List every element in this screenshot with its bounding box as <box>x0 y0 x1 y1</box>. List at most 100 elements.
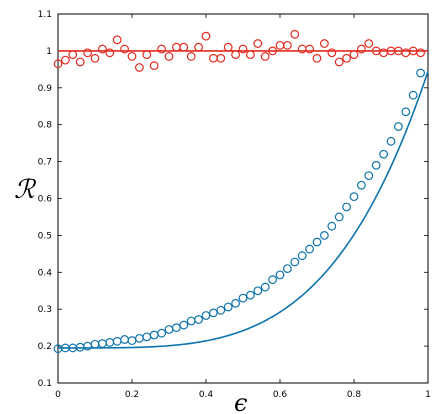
series-red-point <box>223 42 233 52</box>
series-red-point <box>127 52 137 61</box>
series-blue-point <box>342 202 352 212</box>
y-tick-label: 0.1 <box>38 379 52 389</box>
series-blue-point <box>134 333 144 343</box>
series-blue-point <box>283 264 292 274</box>
series-blue-point <box>401 107 411 117</box>
x-tick-label: 0.2 <box>125 390 139 400</box>
series-red-point <box>231 50 241 59</box>
series-blue-point <box>216 305 226 315</box>
series-red-point <box>157 44 167 54</box>
series-red-point <box>283 40 292 50</box>
series-blue-point <box>408 90 418 100</box>
series-red-point <box>357 44 366 54</box>
series-red-point <box>245 50 255 59</box>
x-tick-label: 0.8 <box>347 390 362 400</box>
series-blue-point <box>386 136 396 146</box>
series-blue-point <box>371 160 381 170</box>
series-red-point <box>312 53 322 63</box>
series-blue-point <box>83 341 92 351</box>
x-tick-label: 0.4 <box>199 390 214 400</box>
x-tick-label: 0 <box>55 390 61 400</box>
series-blue-point <box>127 336 137 345</box>
series-red-point <box>105 48 115 58</box>
y-tick-label: 0.7 <box>38 158 52 168</box>
series-red-point <box>75 57 85 67</box>
series-red-point <box>201 31 211 41</box>
series-blue-point <box>290 257 300 267</box>
series-red-point <box>334 57 344 67</box>
series-blue-point <box>253 286 263 296</box>
y-axis-label: ℛ <box>14 175 37 205</box>
series-blue-point <box>223 302 233 312</box>
series-blue-point <box>394 122 403 131</box>
y-tick-label: 0.6 <box>38 195 53 205</box>
series-blue-point <box>349 192 359 202</box>
series-blue-point <box>112 336 122 346</box>
series-blue-point <box>238 293 248 303</box>
series-red-point <box>342 53 352 63</box>
series-red-point <box>68 50 78 59</box>
y-tick-label: 0.4 <box>38 268 53 278</box>
series-red-point <box>401 48 411 58</box>
series-red-point <box>275 40 285 50</box>
series-blue-point <box>268 275 278 285</box>
series-blue-point <box>105 338 115 347</box>
series-red-point <box>349 50 359 59</box>
x-tick-label: 1 <box>425 390 431 400</box>
series-blue-point <box>305 244 315 254</box>
series-blue-point <box>245 290 255 300</box>
series-blue-point <box>90 339 100 349</box>
y-tick-label: 1 <box>46 47 52 57</box>
series-red-point <box>305 44 315 54</box>
series-blue-point <box>186 316 196 326</box>
series-red-point <box>120 44 129 54</box>
series-blue-point <box>157 328 167 338</box>
series-red-point <box>379 48 389 58</box>
plot-area: 0 0.2 0.4 0.6 0.8 1 0.1 0.2 0.3 0.4 0.5 0.6 0.7 0.8 0.… <box>38 10 431 400</box>
series-blue-point <box>275 270 285 280</box>
series-blue-point <box>179 320 189 330</box>
series-red-point <box>268 46 278 56</box>
series-red-point <box>327 48 337 58</box>
y-tick-label: 1.1 <box>38 10 52 20</box>
series-red-point <box>90 53 100 63</box>
series-red-point <box>53 59 63 69</box>
series-red-point <box>112 35 122 45</box>
series-red-point <box>171 42 181 52</box>
series-blue-point <box>364 171 374 181</box>
series-red-point <box>416 48 426 58</box>
series-blue-point <box>120 335 129 344</box>
series-red-point <box>142 50 152 59</box>
series-blue-point <box>379 149 389 159</box>
plot-frame <box>57 13 429 384</box>
series-blue-point <box>164 325 174 334</box>
series-red-point <box>253 39 263 48</box>
series-red-point <box>194 42 204 52</box>
series-red-point <box>320 39 329 48</box>
series-red-point <box>149 61 159 71</box>
series-red-point <box>61 55 70 65</box>
series-red-point <box>186 52 196 61</box>
series-blue-point <box>260 282 270 292</box>
series-blue-point <box>334 212 344 222</box>
series-red-point <box>179 42 189 52</box>
series-blue-point <box>416 68 426 78</box>
series-blue-point <box>327 221 337 231</box>
y-tick-label: 0.9 <box>38 84 53 94</box>
series-blue-point <box>208 308 218 318</box>
series-red-point <box>238 44 248 54</box>
series-red-point <box>290 29 300 39</box>
series-blue-point <box>357 180 366 190</box>
series-red-point <box>364 39 374 48</box>
series-blue-point <box>231 298 241 308</box>
series-blue-point <box>97 339 107 348</box>
series-blue-point <box>194 315 204 324</box>
series-red-point <box>83 48 92 58</box>
series-red-point <box>208 53 218 63</box>
series-blue-point <box>201 311 211 320</box>
series-blue-point <box>171 323 181 333</box>
series-red-point <box>164 52 174 61</box>
x-tick-label: 0.6 <box>273 390 288 400</box>
series-blue-point <box>149 330 159 340</box>
